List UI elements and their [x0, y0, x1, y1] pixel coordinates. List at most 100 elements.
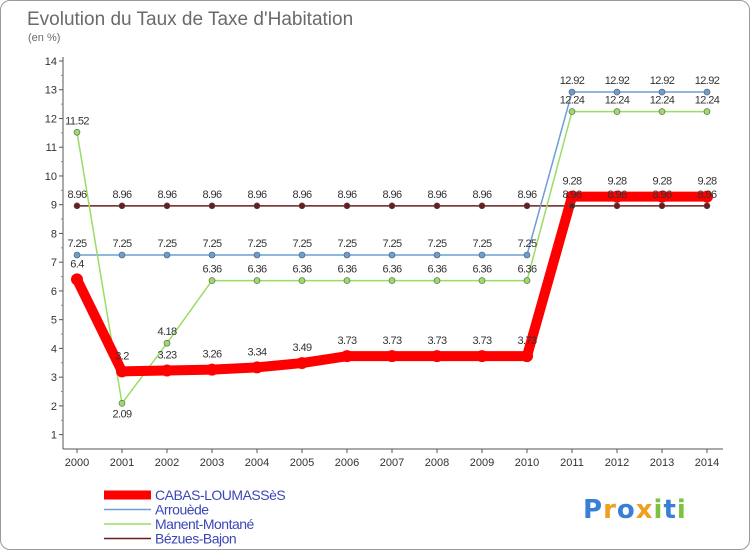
legend-label-arrouede: Arrouède — [155, 502, 209, 518]
data-label-cabas-loumasses-2000: 6.4 — [70, 258, 84, 270]
data-point-arrouede-2010 — [523, 251, 531, 259]
data-label-manent-montane-2008: 6.36 — [427, 264, 446, 276]
data-point-manent-montane-2009 — [478, 277, 486, 284]
data-point-bezues-bajon-2007 — [388, 202, 396, 210]
data-label-bezues-bajon-2003: 8.96 — [202, 189, 221, 201]
data-label-bezues-bajon-2006: 8.96 — [337, 189, 356, 201]
data-point-manent-montane-2004 — [253, 277, 261, 284]
data-label-arrouede-2005: 7.25 — [292, 238, 311, 250]
data-label-arrouede-2008: 7.25 — [427, 238, 446, 250]
y-tick-label-3: 3 — [51, 372, 57, 384]
data-label-arrouede-2012: 12.92 — [605, 75, 630, 87]
y-tick-label-10: 10 — [45, 171, 57, 183]
y-tick-label-5: 5 — [51, 315, 57, 327]
data-label-cabas-loumasses-2001: 3.2 — [115, 350, 129, 362]
data-point-arrouede-2012 — [613, 88, 621, 96]
data-point-arrouede-2000 — [73, 251, 81, 259]
data-label-manent-montane-2013: 12.24 — [650, 95, 675, 107]
y-tick-label-8: 8 — [51, 228, 57, 240]
data-point-manent-montane-2012 — [613, 108, 621, 115]
data-point-arrouede-2011 — [568, 88, 576, 96]
data-point-bezues-bajon-2002 — [163, 202, 171, 210]
data-point-arrouede-2002 — [163, 251, 171, 259]
data-label-manent-montane-2012: 12.24 — [605, 95, 630, 107]
chart-title: Evolution du Taux de Taxe d'Habitation — [27, 9, 353, 30]
data-label-manent-montane-2005: 6.36 — [292, 264, 311, 276]
data-point-cabas-loumasses-2010 — [521, 350, 533, 363]
x-tick-label-2006: 2006 — [335, 457, 359, 469]
data-label-manent-montane-2009: 6.36 — [472, 264, 491, 276]
data-point-manent-montane-2006 — [343, 277, 351, 284]
data-label-manent-montane-2007: 6.36 — [382, 264, 401, 276]
data-point-cabas-loumasses-2009 — [476, 350, 488, 363]
data-label-manent-montane-2004: 6.36 — [247, 264, 266, 276]
data-point-cabas-loumasses-2007 — [386, 350, 398, 363]
data-point-manent-montane-2013 — [658, 108, 666, 115]
logo-letter-5: t — [663, 495, 676, 525]
data-point-bezues-bajon-2005 — [298, 202, 306, 210]
data-point-manent-montane-2003 — [208, 277, 216, 284]
data-label-cabas-loumasses-2003: 3.26 — [202, 349, 221, 361]
data-label-bezues-bajon-2014: 8.96 — [697, 189, 716, 201]
data-point-arrouede-2013 — [658, 88, 666, 96]
data-label-arrouede-2004: 7.25 — [247, 238, 266, 250]
legend-label-cabas-loumasses: CABAS-LOUMASSèS — [155, 487, 285, 503]
logo-letter-3: x — [636, 495, 654, 525]
data-point-manent-montane-2000 — [73, 128, 81, 136]
data-label-bezues-bajon-2001: 8.96 — [112, 189, 131, 201]
data-point-arrouede-2005 — [298, 251, 306, 259]
x-tick-label-2007: 2007 — [380, 457, 404, 469]
data-point-arrouede-2001 — [118, 251, 126, 259]
x-tick-label-2005: 2005 — [290, 457, 314, 469]
data-point-cabas-loumasses-2000 — [71, 273, 83, 286]
data-point-bezues-bajon-2003 — [208, 202, 216, 210]
x-tick-label-2010: 2010 — [515, 457, 539, 469]
data-label-manent-montane-2011: 12.24 — [560, 95, 585, 107]
data-point-arrouede-2004 — [253, 251, 261, 259]
data-label-arrouede-2011: 12.92 — [560, 75, 585, 87]
y-tick-label-14: 14 — [45, 56, 57, 68]
data-label-manent-montane-2003: 6.36 — [202, 264, 221, 276]
data-point-cabas-loumasses-2012 — [611, 190, 623, 203]
data-label-arrouede-2010: 7.25 — [517, 238, 536, 250]
data-label-bezues-bajon-2013: 8.96 — [652, 189, 671, 201]
data-label-cabas-loumasses-2009: 3.73 — [472, 335, 491, 347]
data-point-arrouede-2008 — [433, 251, 441, 259]
data-label-cabas-loumasses-2004: 3.34 — [247, 346, 266, 358]
y-tick-label-9: 9 — [51, 200, 57, 212]
data-label-cabas-loumasses-2013: 9.28 — [652, 176, 671, 188]
data-point-cabas-loumasses-2006 — [341, 350, 353, 363]
data-label-manent-montane-2000: 11.52 — [65, 115, 89, 127]
data-label-bezues-bajon-2012: 8.96 — [607, 189, 626, 201]
data-label-cabas-loumasses-2008: 3.73 — [427, 335, 446, 347]
proxiti-logo-text: Proxiti — [583, 495, 687, 525]
data-label-cabas-loumasses-2007: 3.73 — [382, 335, 401, 347]
data-label-bezues-bajon-2009: 8.96 — [472, 189, 491, 201]
data-point-bezues-bajon-2011 — [568, 202, 576, 210]
data-label-bezues-bajon-2010: 8.96 — [517, 189, 536, 201]
data-label-cabas-loumasses-2011: 9.28 — [562, 176, 581, 188]
x-tick-label-2000: 2000 — [65, 457, 89, 469]
data-point-bezues-bajon-2008 — [433, 202, 441, 210]
data-point-arrouede-2014 — [703, 88, 711, 96]
y-tick-label-13: 13 — [45, 85, 57, 97]
data-label-arrouede-2013: 12.92 — [650, 75, 675, 87]
data-point-bezues-bajon-2009 — [478, 202, 486, 210]
x-tick-label-2004: 2004 — [245, 457, 269, 469]
data-label-bezues-bajon-2004: 8.96 — [247, 189, 266, 201]
x-tick-label-2013: 2013 — [650, 457, 674, 469]
series-line-arrouede — [76, 91, 708, 256]
data-point-bezues-bajon-2013 — [658, 202, 666, 210]
x-tick-label-2011: 2011 — [560, 457, 584, 469]
data-point-arrouede-2003 — [208, 251, 216, 259]
y-tick-label-12: 12 — [45, 113, 57, 125]
data-label-cabas-loumasses-2012: 9.28 — [607, 176, 626, 188]
data-point-cabas-loumasses-2011 — [566, 190, 578, 203]
data-label-bezues-bajon-2002: 8.96 — [157, 189, 176, 201]
chart-subtitle: (en %) — [28, 32, 60, 44]
x-tick-label-2003: 2003 — [200, 457, 224, 469]
data-label-arrouede-2000: 7.25 — [67, 238, 86, 250]
data-label-manent-montane-2002: 4.18 — [157, 326, 176, 338]
